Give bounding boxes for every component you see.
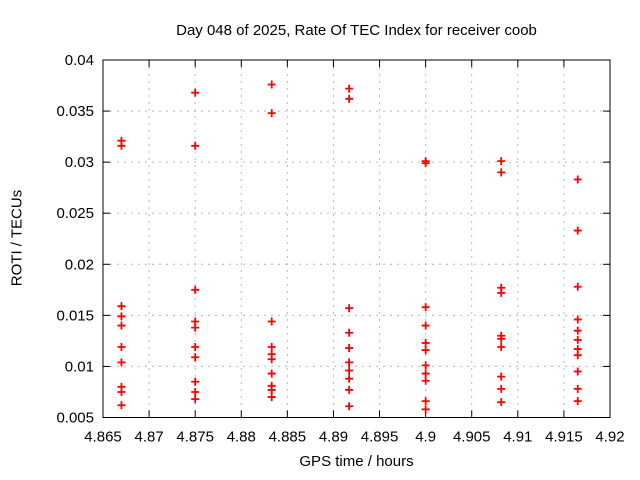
- data-point-marker: [573, 175, 582, 184]
- x-tick-label: 4.915: [545, 429, 583, 446]
- data-point-marker: [421, 159, 430, 168]
- data-point-marker: [345, 358, 354, 367]
- x-tick-label: 4.905: [453, 429, 491, 446]
- data-point-marker: [267, 355, 276, 364]
- data-point-marker: [573, 351, 582, 360]
- data-point-marker: [573, 384, 582, 393]
- x-tick-label: 4.885: [269, 429, 307, 446]
- data-point-marker: [345, 84, 354, 93]
- data-point-marker: [497, 288, 506, 297]
- data-point-marker: [117, 343, 126, 352]
- x-tick-label: 4.865: [84, 429, 122, 446]
- data-point-marker: [191, 353, 200, 362]
- data-point-marker: [345, 94, 354, 103]
- data-point-marker: [117, 321, 126, 330]
- data-point-marker: [267, 343, 276, 352]
- y-tick-label: 0.03: [65, 154, 94, 171]
- y-tick-label: 0.005: [56, 410, 94, 427]
- data-point-marker: [345, 402, 354, 411]
- data-point-marker: [117, 141, 126, 150]
- data-point-marker: [345, 374, 354, 383]
- chart-title: Day 048 of 2025, Rate Of TEC Index for r…: [176, 22, 537, 39]
- data-point-marker: [191, 323, 200, 332]
- data-point-marker: [345, 366, 354, 375]
- x-axis-label: GPS time / hours: [299, 453, 414, 470]
- data-point-marker: [497, 157, 506, 166]
- data-point-marker: [573, 335, 582, 344]
- data-point-marker: [117, 401, 126, 410]
- data-point-marker: [267, 317, 276, 326]
- x-tick-label: 4.875: [176, 429, 214, 446]
- data-point-marker: [421, 346, 430, 355]
- x-tick-label: 4.87: [134, 429, 163, 446]
- data-point-marker: [573, 397, 582, 406]
- y-tick-label: 0.02: [65, 256, 94, 273]
- data-point-marker: [421, 361, 430, 370]
- data-point-marker: [421, 376, 430, 385]
- data-point-marker: [345, 304, 354, 313]
- data-point-marker: [345, 344, 354, 353]
- data-point-marker: [191, 88, 200, 97]
- y-tick-label: 0.015: [56, 307, 94, 324]
- data-point-marker: [573, 282, 582, 291]
- data-point-marker: [497, 398, 506, 407]
- data-point-marker: [191, 343, 200, 352]
- data-point-marker: [573, 326, 582, 335]
- data-point-marker: [117, 302, 126, 311]
- x-tick-label: 4.89: [319, 429, 348, 446]
- data-point-marker: [191, 387, 200, 396]
- data-point-marker: [421, 369, 430, 378]
- data-point-marker: [421, 321, 430, 330]
- data-point-marker: [267, 393, 276, 402]
- data-point-marker: [573, 367, 582, 376]
- data-point-marker: [267, 109, 276, 118]
- y-tick-label: 0.025: [56, 205, 94, 222]
- data-point-marker: [497, 168, 506, 177]
- data-point-marker: [421, 303, 430, 312]
- data-point-marker: [117, 387, 126, 396]
- data-point-marker: [267, 369, 276, 378]
- data-point-marker: [573, 315, 582, 324]
- data-point-marker: [345, 385, 354, 394]
- data-point-marker: [117, 358, 126, 367]
- data-point-marker: [497, 343, 506, 352]
- data-point-marker: [497, 384, 506, 393]
- data-point-marker: [421, 397, 430, 406]
- x-tick-label: 4.895: [361, 429, 399, 446]
- data-point-marker: [191, 377, 200, 386]
- y-tick-label: 0.04: [65, 52, 94, 69]
- x-tick-label: 4.88: [227, 429, 256, 446]
- y-tick-label: 0.01: [65, 358, 94, 375]
- data-point-marker: [497, 334, 506, 343]
- data-point-marker: [267, 385, 276, 394]
- data-point-marker: [497, 372, 506, 381]
- data-point-marker: [267, 80, 276, 89]
- x-tick-label: 4.9: [415, 429, 436, 446]
- data-point-marker: [117, 312, 126, 321]
- data-point-marker: [345, 328, 354, 337]
- data-point-marker: [421, 405, 430, 414]
- plot-border: [102, 59, 611, 418]
- x-tick-label: 4.91: [503, 429, 532, 446]
- data-point-marker: [421, 338, 430, 347]
- data-point-marker: [191, 285, 200, 294]
- x-tick-label: 4.92: [595, 429, 624, 446]
- data-point-marker: [573, 226, 582, 235]
- data-point-marker: [191, 395, 200, 404]
- y-tick-label: 0.035: [56, 103, 94, 120]
- data-point-marker: [191, 141, 200, 150]
